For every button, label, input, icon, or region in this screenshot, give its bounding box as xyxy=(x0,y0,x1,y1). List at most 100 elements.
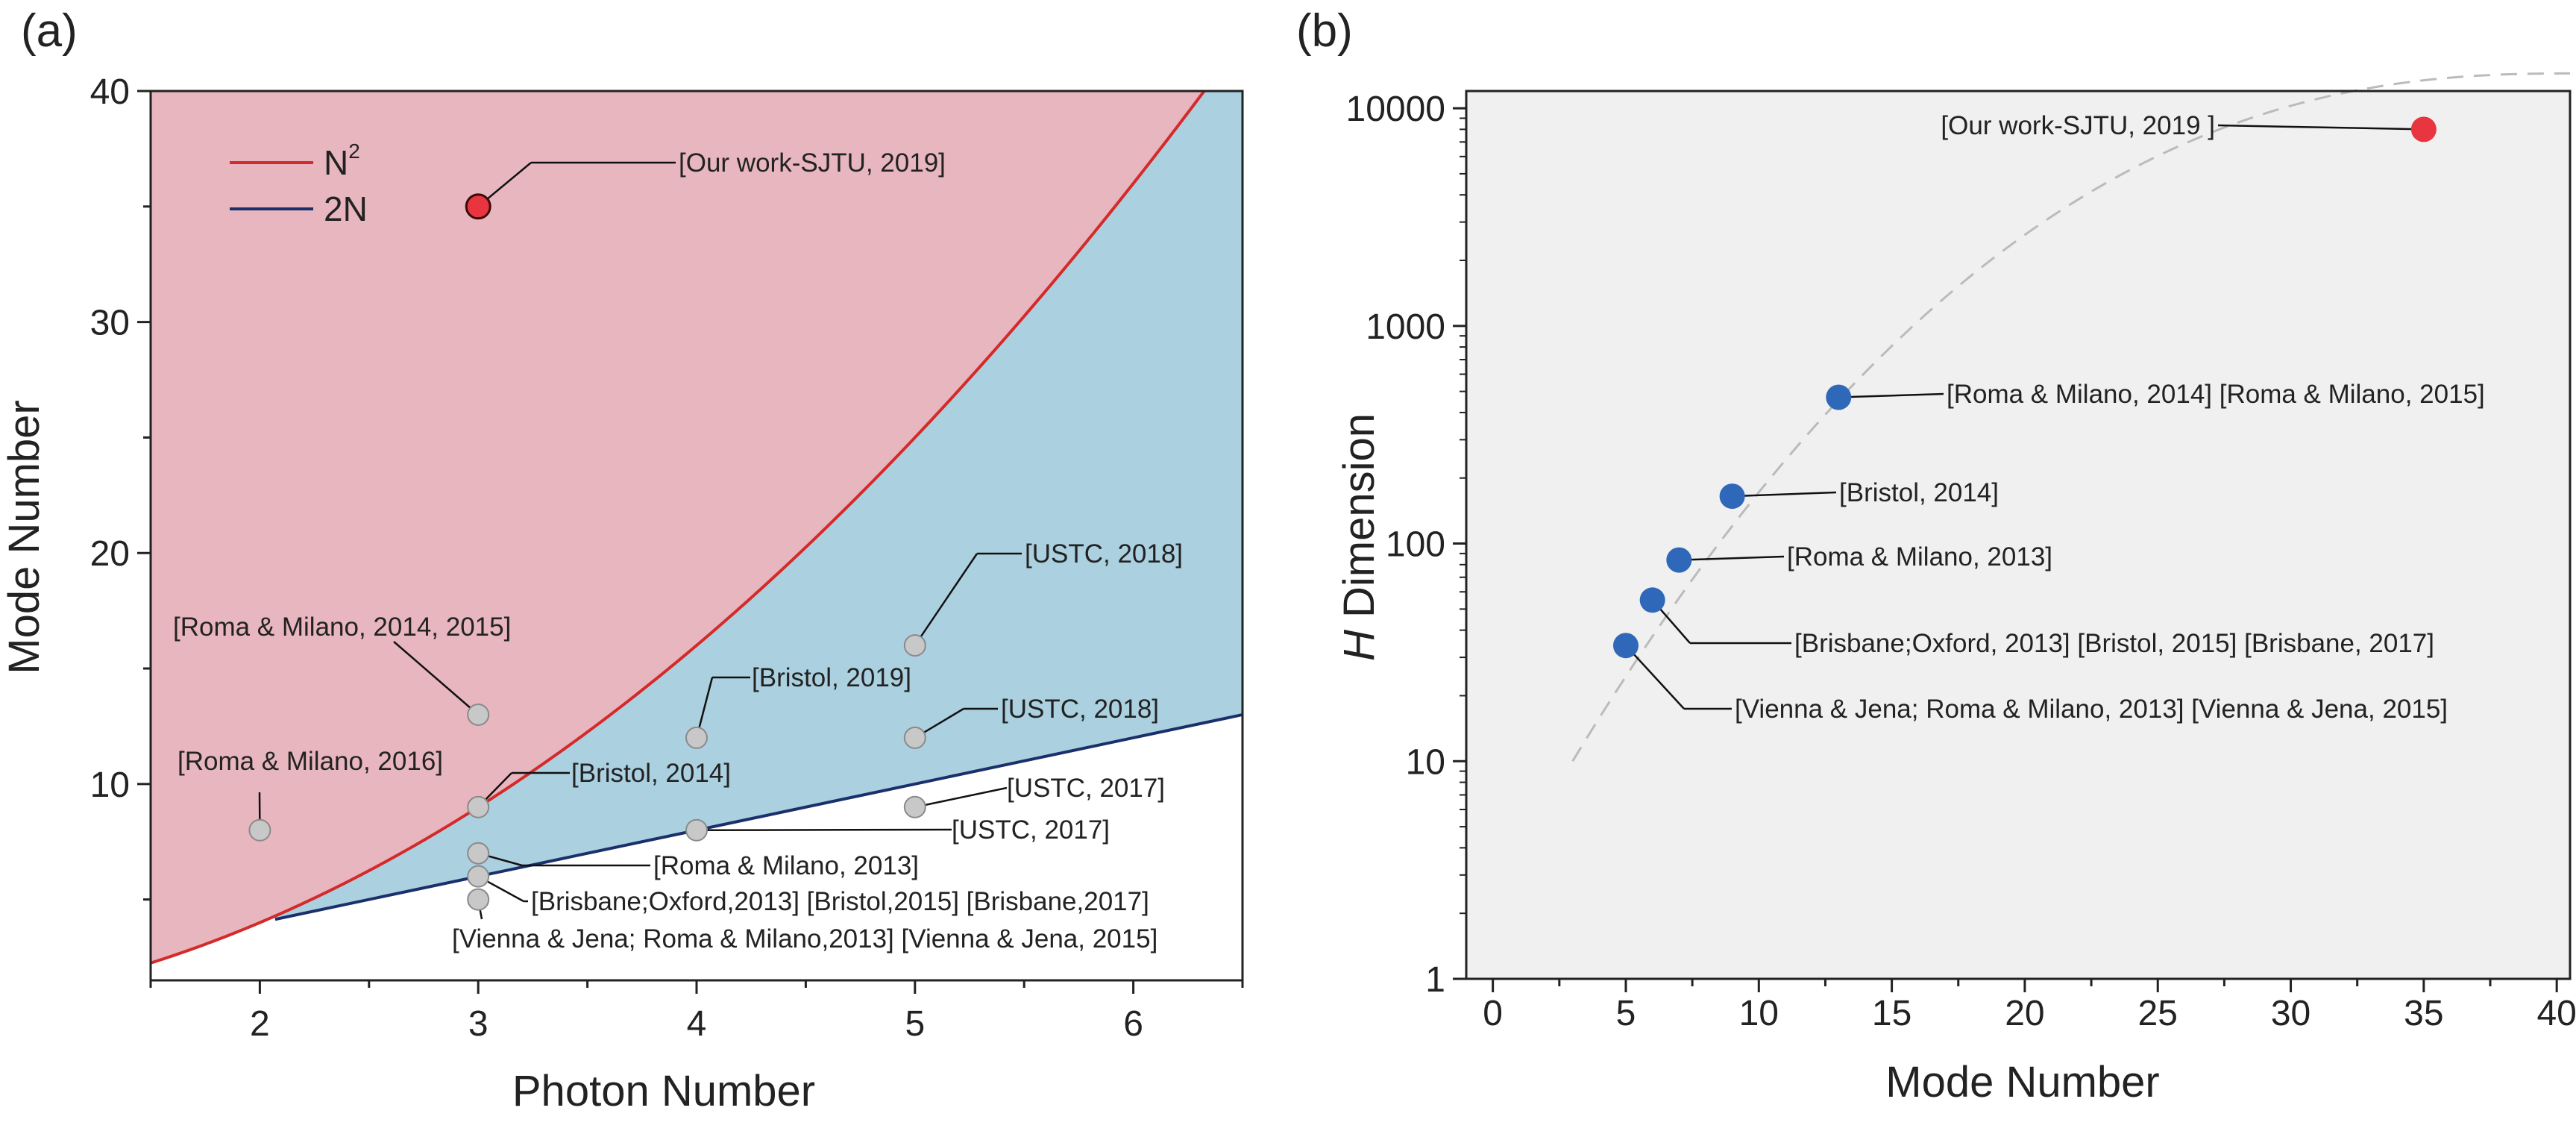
panel-b-axes: 0 5 10 15 20 25 30 35 40 1 10 100 1000 10000 xyxy=(1346,90,2576,1033)
point-marker xyxy=(1639,587,1665,613)
callout-line xyxy=(914,553,978,646)
data-point-a: [USTC, 2017] xyxy=(685,815,1110,845)
x-tick-label-a: 6 xyxy=(1123,1004,1143,1044)
point-label: [USTC, 2018] xyxy=(1001,695,1159,724)
highlight-point xyxy=(2410,116,2437,142)
point-marker xyxy=(248,818,271,842)
callout-line xyxy=(1679,555,1785,561)
plot-frame-b xyxy=(1465,90,2572,980)
panel-b-background xyxy=(1466,91,2570,979)
x-tick-label-b: 30 xyxy=(2271,994,2310,1033)
point-label: [Bristol, 2014] xyxy=(571,759,731,788)
panel-b: (b) 0 5 10 15 20 25 30 35 40 1 10 100 1000 10000 [Our… xyxy=(1296,5,2576,1106)
point-label: [Brisbane;Oxford,2013] [Bristol,2015] [B… xyxy=(531,887,1149,916)
panel-b-ylabel: H Dimension xyxy=(1335,413,1383,661)
point-marker xyxy=(467,703,490,726)
point-label: [Roma & Milano, 2014, 2015] xyxy=(173,613,511,642)
callout-line xyxy=(393,641,480,715)
panel-b-letter: (b) xyxy=(1296,5,1353,57)
point-label: [Roma & Milano, 2013] xyxy=(1787,542,2052,571)
data-point-a: [Our work-SJTU, 2019] xyxy=(465,148,946,220)
point-label: [USTC, 2018] xyxy=(1025,539,1183,569)
x-tick-label-a: 3 xyxy=(468,1004,489,1044)
y-tick-label-b: 10000 xyxy=(1346,90,1445,129)
point-label: [Our work-SJTU, 2019 ] xyxy=(1941,111,2215,140)
data-point-a: [Bristol, 2019] xyxy=(685,663,911,749)
y-tick-label-a: 30 xyxy=(90,304,130,343)
curve-2n xyxy=(274,712,1243,921)
data-point-a: [Bristol, 2014] xyxy=(467,759,731,818)
x-tick-label-b: 0 xyxy=(1483,994,1503,1033)
point-marker xyxy=(685,818,708,842)
point-marker xyxy=(903,634,926,657)
x-tick-label-b: 5 xyxy=(1616,994,1636,1033)
x-tick-label-a: 4 xyxy=(687,1004,707,1044)
data-point-a: [Roma & Milano, 2016] xyxy=(178,747,443,842)
data-point-a: [Roma & Milano, 2014, 2015] xyxy=(173,613,511,726)
point-label: [Vienna & Jena; Roma & Milano, 2013] [Vi… xyxy=(1735,695,2448,724)
panel-a-points: [Our work-SJTU, 2019] [Roma & Milano, 201… xyxy=(173,148,1183,953)
point-label: [Brisbane;Oxford, 2013] [Bristol, 2015] … xyxy=(1794,629,2434,658)
point-label: [Vienna & Jena; Roma & Milano,2013] [Vie… xyxy=(452,924,1157,953)
point-marker xyxy=(467,795,490,818)
y-tick-label-a: 20 xyxy=(90,534,130,574)
panel-b-trend xyxy=(1571,72,2571,762)
region-above-n2 xyxy=(151,91,1204,963)
trend-line xyxy=(1571,72,2571,762)
legend-label-n2: N2 xyxy=(324,140,360,182)
point-marker xyxy=(1612,633,1639,659)
data-point-a: [Roma & Milano, 2013] xyxy=(467,842,919,880)
panel-a-curves xyxy=(150,90,1243,965)
point-label: [USTC, 2017] xyxy=(952,815,1110,845)
panel-a-letter: (a) xyxy=(21,5,78,57)
y-tick-label-b: 1000 xyxy=(1366,307,1445,347)
x-tick-label-a: 5 xyxy=(905,1004,925,1044)
data-point-a: [USTC, 2017] xyxy=(903,774,1165,818)
data-point-b: [Roma & Milano, 2014] [Roma & Milano, 20… xyxy=(1826,380,2485,410)
data-point-b: [Roma & Milano, 2013] xyxy=(1666,542,2052,573)
x-tick-label-b: 35 xyxy=(2404,994,2443,1033)
data-point-b: [Brisbane;Oxford, 2013] [Bristol, 2015] … xyxy=(1639,587,2434,658)
point-marker xyxy=(1666,547,1692,573)
point-marker xyxy=(903,795,926,818)
highlight-point xyxy=(465,193,491,220)
point-label: [USTC, 2017] xyxy=(1007,774,1165,803)
data-point-a: [USTC, 2018] xyxy=(903,539,1183,657)
point-marker xyxy=(467,842,490,865)
data-point-b: [Bristol, 2014] xyxy=(1719,478,1999,510)
point-marker xyxy=(467,888,490,911)
panel-a-ylabel: Mode Number xyxy=(0,400,48,674)
point-marker xyxy=(1826,384,1852,410)
point-marker xyxy=(903,726,926,749)
point-label: [Bristol, 2014] xyxy=(1839,478,1999,507)
panel-a-fills xyxy=(151,91,1243,980)
x-tick-label-b: 15 xyxy=(1872,994,1911,1033)
point-label: [Our work-SJTU, 2019] xyxy=(679,148,946,178)
y-tick-label-a: 10 xyxy=(90,765,130,805)
y-tick-label-b: 1 xyxy=(1425,960,1445,1000)
data-point-a: [Brisbane;Oxford,2013] [Bristol,2015] [B… xyxy=(467,865,1149,916)
callout-line xyxy=(914,786,1008,809)
plot-area-b xyxy=(1466,91,2570,979)
point-marker xyxy=(1719,483,1745,510)
callout-line xyxy=(2217,124,2424,131)
x-tick-label-b: 10 xyxy=(1739,994,1779,1033)
panel-b-points: [Our work-SJTU, 2019 ] [Roma & Milano, 20… xyxy=(1612,111,2485,724)
panel-a-axes: 2 3 4 5 6 10 20 30 40 xyxy=(90,72,1244,1044)
data-point-b: [Vienna & Jena; Roma & Milano, 2013] [Vi… xyxy=(1612,633,2448,724)
point-label: [Roma & Milano, 2013] xyxy=(653,851,919,880)
point-marker xyxy=(467,865,490,888)
curve-n2 xyxy=(150,90,1206,965)
callout-line xyxy=(1625,645,1685,710)
callout-line xyxy=(1732,491,1837,498)
y-tick-label-b: 100 xyxy=(1386,525,1445,565)
point-marker xyxy=(685,726,708,749)
legend-label-2n: 2N xyxy=(324,190,368,228)
data-point-a: [USTC, 2018] xyxy=(903,695,1159,749)
x-tick-label-a: 2 xyxy=(250,1004,270,1044)
x-tick-label-b: 40 xyxy=(2536,994,2576,1033)
y-tick-label-a: 40 xyxy=(90,72,130,112)
callout-line xyxy=(1838,392,1944,398)
x-tick-label-b: 20 xyxy=(2005,994,2044,1033)
